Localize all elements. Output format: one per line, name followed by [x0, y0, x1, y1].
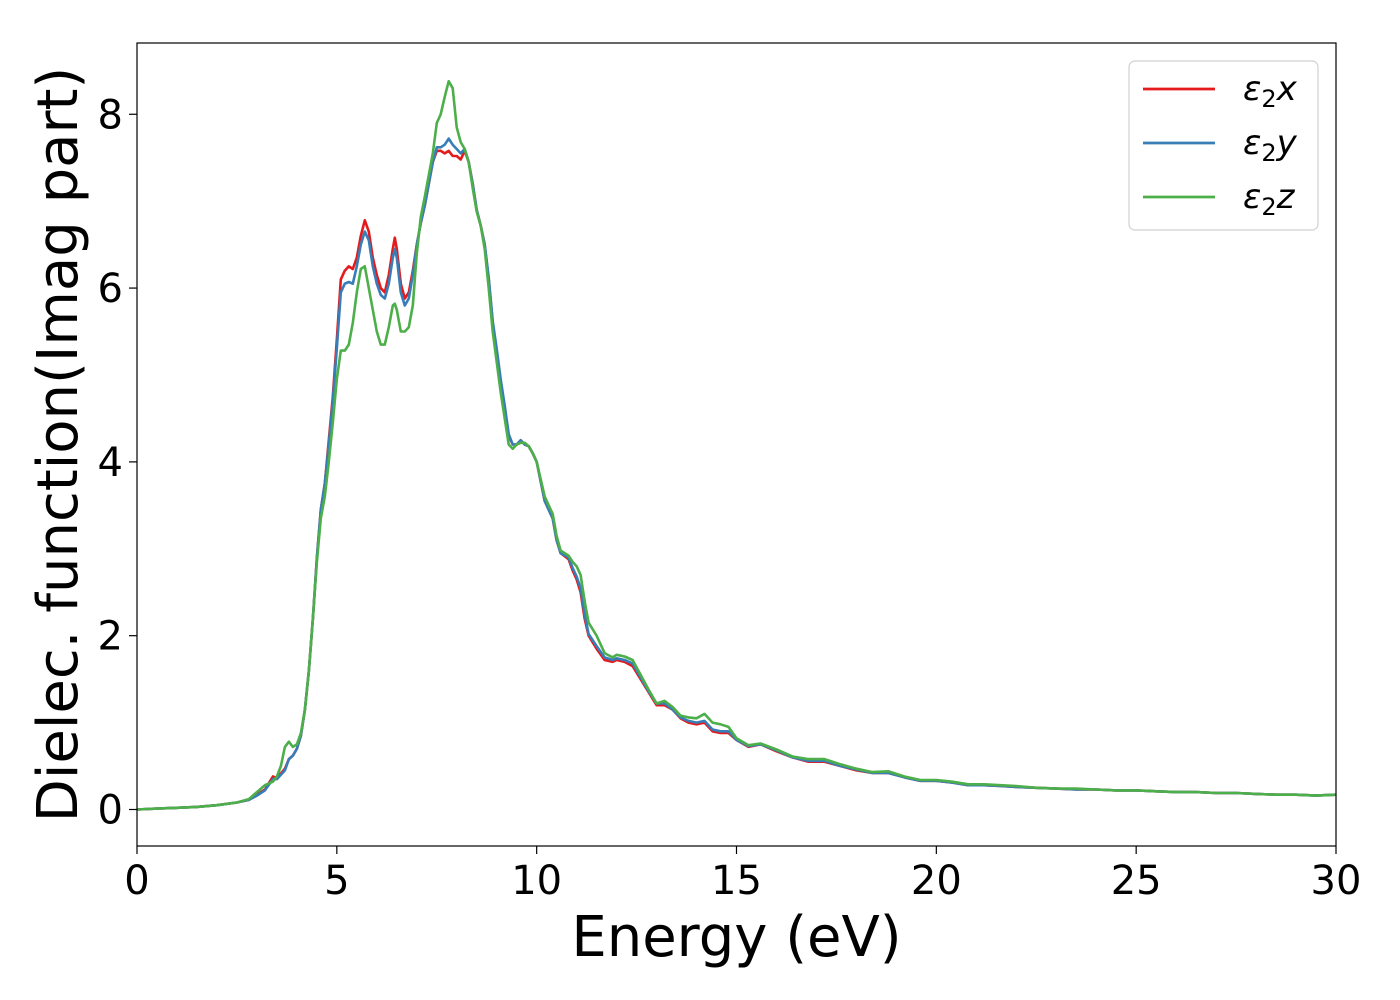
x-tick-label: 0 — [124, 858, 149, 904]
legend-label: ε2x — [1243, 69, 1298, 113]
x-axis-label: Energy (eV) — [571, 905, 901, 970]
legend: ε2x ε2y ε2z — [1128, 60, 1319, 231]
y-tick-label: 2 — [98, 614, 123, 660]
x-tick-label: 10 — [511, 858, 562, 904]
legend-box — [1128, 60, 1319, 231]
x-tick-label: 15 — [711, 858, 762, 904]
series-layer — [137, 79, 1336, 811]
y-axis-label: Dielec. function(Imag part) — [26, 67, 91, 823]
y-tick-label: 4 — [98, 440, 123, 486]
x-axis: 0 5 10 15 20 25 30 — [124, 846, 1361, 904]
legend-label: ε2z — [1243, 177, 1296, 221]
x-tick-label: 25 — [1111, 858, 1162, 904]
y-tick-label: 6 — [98, 266, 123, 312]
legend-label: ε2y — [1243, 123, 1298, 167]
y-tick-label: 0 — [98, 788, 123, 834]
x-tick-label: 20 — [911, 858, 962, 904]
series-line-z — [137, 79, 1336, 811]
y-axis: 0 2 4 6 8 — [98, 92, 137, 834]
y-tick-label: 8 — [98, 92, 123, 138]
x-tick-label: 5 — [324, 858, 349, 904]
x-tick-label: 30 — [1311, 858, 1362, 904]
